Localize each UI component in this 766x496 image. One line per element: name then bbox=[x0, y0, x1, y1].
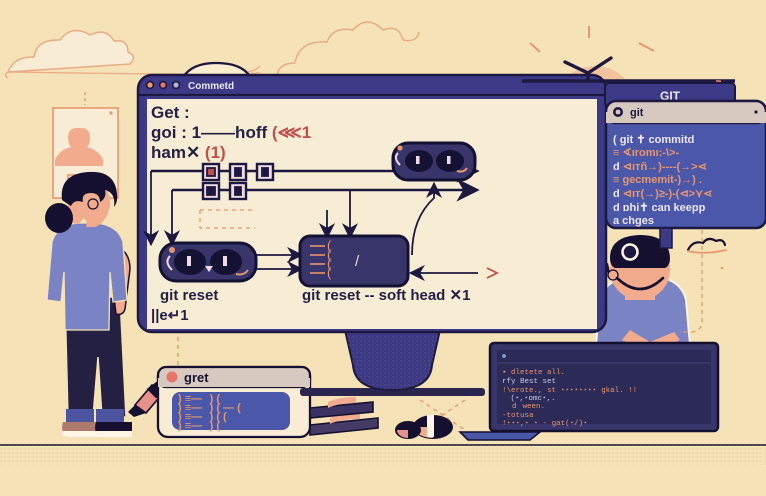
svg-text:git reset -- soft head ✕1: git reset -- soft head ✕1 bbox=[302, 287, 470, 304]
svg-text:≡ gecmemit-)→) .: ≡ gecmemit-)→) . bbox=[613, 174, 702, 186]
svg-text:(: ( bbox=[327, 265, 332, 280]
svg-text:gret: gret bbox=[184, 370, 209, 385]
svg-text:d ⊲ıт(→)≥-)-(⊲>⋎⋖: d ⊲ıт(→)≥-)-(⊲>⋎⋖ bbox=[613, 188, 712, 200]
svg-text:) ≡— ) (: ) ≡— ) ( bbox=[178, 420, 220, 432]
svg-text:-totusa: -totusa bbox=[502, 412, 534, 420]
svg-text:git reset: git reset bbox=[160, 287, 218, 304]
svg-text:goi : 1——hoff (⋘1: goi : 1——hoff (⋘1 bbox=[151, 123, 311, 142]
svg-text:(⋆,⋆omc⋆,.: (⋆,⋆omc⋆,. bbox=[506, 395, 556, 403]
svg-text:Commetd: Commetd bbox=[188, 81, 234, 92]
svg-text:≡ ∢ıromı:-\>-: ≡ ∢ıromı:-\>- bbox=[613, 147, 679, 159]
svg-text:d ween.: d ween. bbox=[506, 403, 545, 411]
svg-text:Get :: Get : bbox=[151, 103, 190, 122]
svg-text:ham✕ (1): ham✕ (1) bbox=[151, 143, 226, 162]
svg-text:!\erote., st ⋆⋆⋆⋆⋆⋆⋆⋆ gkal. !!: !\erote., st ⋆⋆⋆⋆⋆⋆⋆⋆ gkal. !! bbox=[502, 387, 637, 395]
svg-text:d ɒhi✝ can keepp: d ɒhi✝ can keepp bbox=[613, 202, 706, 214]
svg-text:d ⊲ıтñ→)----(→>⋖: d ⊲ıтñ→)----(→>⋖ bbox=[613, 161, 707, 173]
svg-text:( git ✝ commitd: ( git ✝ commitd bbox=[613, 134, 694, 146]
svg-text:▪ dletete all.: ▪ dletete all. bbox=[502, 369, 565, 377]
svg-text:rfy Best set: rfy Best set bbox=[502, 378, 556, 386]
svg-text:a chges: a chges bbox=[613, 215, 654, 227]
svg-text:git: git bbox=[630, 107, 644, 119]
svg-text:||e↵1: ||e↵1 bbox=[151, 307, 189, 324]
svg-text:!⋆⋆⋆,⋆ ⋆ - gat(⋆/)⋆: !⋆⋆⋆,⋆ ⋆ - gat(⋆/)⋆ bbox=[502, 420, 588, 428]
